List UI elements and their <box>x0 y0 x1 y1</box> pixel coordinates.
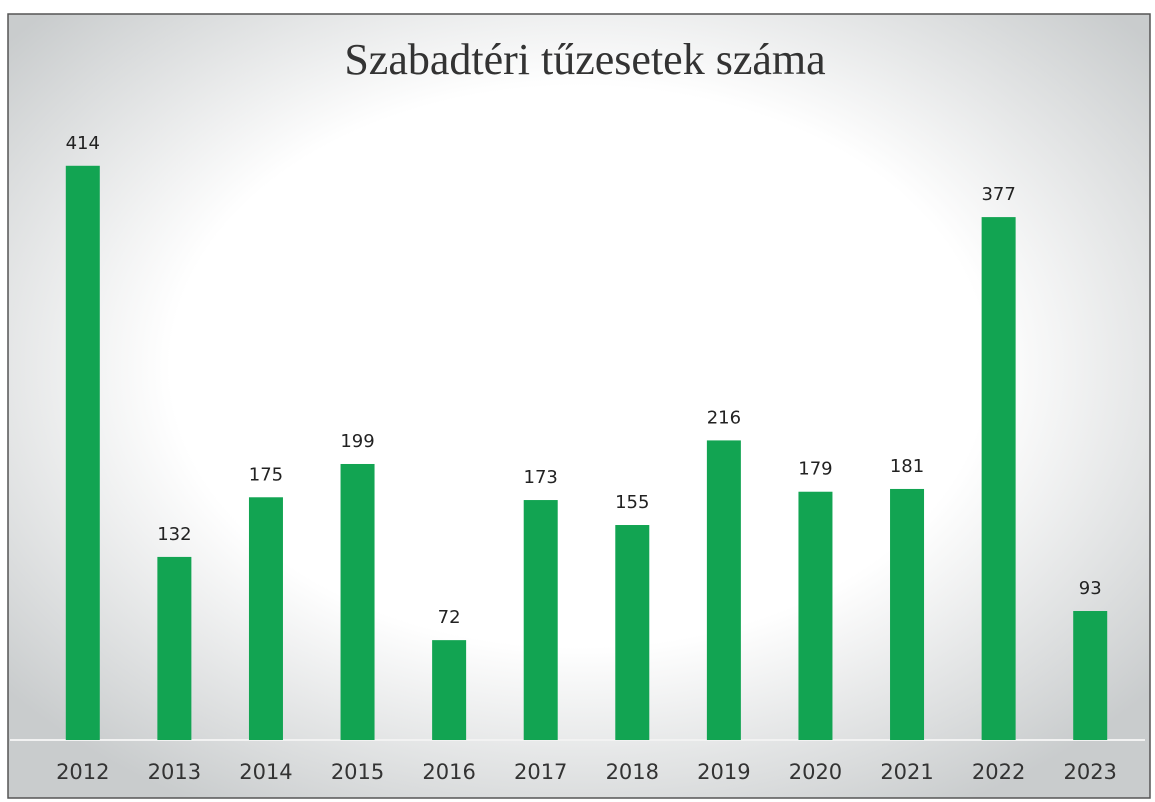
bar <box>798 491 833 740</box>
x-tick-label: 2021 <box>880 760 933 784</box>
bar <box>706 440 741 740</box>
x-tick-label: 2019 <box>697 760 750 784</box>
value-label: 93 <box>1079 578 1102 599</box>
x-tick-label: 2014 <box>239 760 292 784</box>
bar <box>432 640 467 740</box>
value-label: 175 <box>249 464 283 485</box>
value-label: 199 <box>340 431 374 452</box>
value-label: 181 <box>890 456 924 477</box>
bar <box>615 525 650 740</box>
value-label: 377 <box>981 184 1015 205</box>
x-tick-label: 2022 <box>972 760 1025 784</box>
chart-title: Szabadtéri tűzesetek száma <box>344 35 825 84</box>
bar <box>1073 611 1108 740</box>
bar <box>65 165 100 741</box>
value-label: 132 <box>157 524 191 545</box>
bar <box>340 463 375 740</box>
x-tick-label: 2023 <box>1063 760 1116 784</box>
x-tick-label: 2013 <box>148 760 201 784</box>
value-label: 155 <box>615 492 649 513</box>
x-tick-label: 2012 <box>56 760 109 784</box>
value-label: 414 <box>66 133 100 154</box>
value-label: 173 <box>524 467 558 488</box>
x-tick-label: 2017 <box>514 760 567 784</box>
value-label: 72 <box>438 607 461 628</box>
bar <box>157 556 192 740</box>
bar <box>890 488 925 740</box>
bar <box>981 217 1016 740</box>
value-label: 179 <box>798 459 832 480</box>
bar <box>523 500 558 740</box>
value-label: 216 <box>707 407 741 428</box>
bar <box>248 497 283 740</box>
chart-frame <box>7 13 1151 799</box>
x-tick-label: 2018 <box>606 760 659 784</box>
x-tick-label: 2020 <box>789 760 842 784</box>
x-tick-label: 2015 <box>331 760 384 784</box>
x-tick-label: 2016 <box>422 760 475 784</box>
